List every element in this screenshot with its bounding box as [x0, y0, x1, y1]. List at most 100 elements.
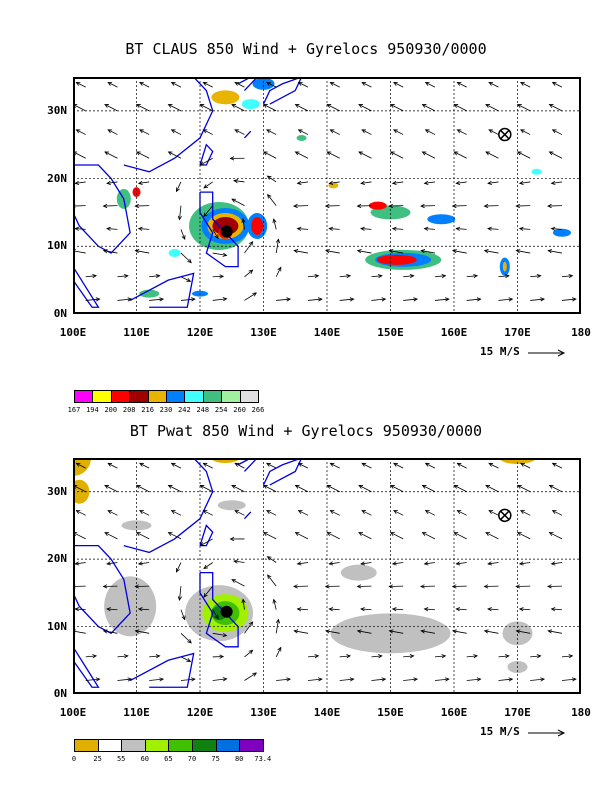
wind-vector: [457, 82, 467, 88]
gyre-location-marker: [498, 508, 512, 523]
wind-vector: [549, 485, 563, 493]
wind-vector-head: [423, 226, 429, 231]
wind-vector: [488, 129, 499, 135]
wind-vector: [171, 462, 182, 469]
wind-vector-head: [421, 484, 427, 489]
wind-vector: [297, 181, 309, 184]
wind-vector: [454, 104, 467, 112]
colorbar-swatch: [74, 390, 94, 403]
panel2-lon-tick: 100E: [59, 706, 87, 719]
colorbar-swatch: [147, 390, 167, 403]
panel1-lat-tick: 30N: [47, 103, 67, 117]
panel2-title: BT Pwat 850 Wind + Gyrelocs 950930/0000: [129, 422, 483, 440]
wind-vector: [329, 181, 340, 184]
wind-vector-head: [233, 178, 238, 184]
colorbar-label: 248: [196, 406, 210, 414]
wind-vector-head: [516, 484, 522, 489]
colorbar-label: 242: [178, 406, 191, 414]
wind-vector-head: [388, 584, 394, 589]
wind-vector-head: [134, 629, 140, 634]
grid-layer: [73, 458, 581, 694]
wind-vector: [180, 252, 192, 263]
wind-vector-head: [551, 462, 557, 467]
wind-vector-head: [95, 677, 101, 682]
wind-vector: [360, 608, 372, 611]
coastline: [129, 272, 195, 308]
wind-vector: [393, 510, 404, 516]
wind-vector: [231, 579, 245, 587]
wind-vector-head: [199, 542, 205, 547]
wind-vector-head: [456, 129, 462, 134]
wind-vector: [371, 678, 386, 681]
panel1-lon-tick: 140E: [313, 326, 341, 339]
wind-vector: [203, 510, 213, 516]
wind-vector: [325, 250, 340, 254]
panel1-lon-tick: 130E: [250, 326, 277, 339]
wind-vector: [456, 228, 467, 230]
wind-vector: [360, 228, 372, 230]
wind-vector-head: [139, 510, 144, 514]
panel2-scale-label: 15 M/S: [480, 725, 520, 738]
wind-vector-head: [187, 258, 192, 264]
wind-vector: [75, 228, 86, 230]
wind-vector: [276, 298, 291, 301]
wind-vector-head: [231, 104, 236, 108]
wind-vector: [106, 608, 118, 611]
wind-vector: [329, 228, 340, 230]
wind-vector-head: [453, 484, 459, 489]
wind-vector: [424, 608, 435, 611]
wind-vector: [307, 678, 322, 681]
wind-vector: [519, 562, 531, 565]
wind-vector: [392, 608, 404, 611]
wind-vector: [180, 229, 186, 240]
wind-vector-head: [102, 249, 108, 254]
wind-vector: [149, 655, 160, 658]
wind-vector: [107, 82, 118, 88]
wind-vector-head: [516, 104, 522, 108]
wind-vector: [200, 157, 213, 166]
wind-vector: [176, 562, 182, 573]
wind-vector-head: [139, 129, 144, 134]
wind-vector-head: [74, 180, 80, 185]
map-frame: [73, 77, 581, 314]
wind-vector-head: [424, 81, 430, 86]
wind-vector-head: [326, 104, 332, 108]
wind-vector: [138, 562, 150, 565]
wind-vector-head: [518, 226, 524, 231]
wind-vector-head: [423, 180, 429, 185]
wind-vector: [267, 194, 277, 206]
wind-vector: [234, 462, 245, 469]
wind-vector: [403, 655, 414, 658]
wind-vector: [519, 608, 531, 611]
wind-vector: [234, 82, 245, 88]
wind-vector-head: [135, 104, 141, 108]
wind-vector: [139, 462, 150, 469]
wind-vector-head: [326, 484, 332, 489]
shading-layer: [73, 458, 536, 674]
wind-vector-head: [547, 629, 553, 634]
wind-vector: [104, 151, 118, 159]
wind-vector-head: [360, 226, 365, 231]
wind-vector: [339, 678, 354, 681]
wind-vector-head: [487, 180, 492, 185]
wind-vector: [136, 104, 150, 112]
wind-vector: [307, 298, 322, 301]
panel2-lon-tick: 140E: [313, 706, 341, 719]
panel2-lon-tick: 150E: [377, 706, 404, 719]
wind-vector: [180, 276, 191, 282]
wind-vector: [425, 462, 436, 469]
wind-vector-head: [231, 579, 237, 584]
colorbar-swatch: [121, 739, 146, 752]
pwat-shade: [121, 520, 152, 531]
wind-vector: [76, 462, 86, 469]
wind-vector: [171, 510, 182, 516]
wind-vector-head: [233, 559, 238, 564]
wind-vector-head: [74, 561, 80, 566]
wind-vector-head: [75, 510, 81, 514]
wind-vector: [393, 129, 404, 135]
wind-vector: [117, 275, 128, 278]
wind-vector-head: [547, 203, 552, 209]
coastline: [73, 266, 100, 308]
colorbar-label: 200: [104, 406, 118, 414]
panel1-lat-tick: 10N: [47, 239, 67, 253]
